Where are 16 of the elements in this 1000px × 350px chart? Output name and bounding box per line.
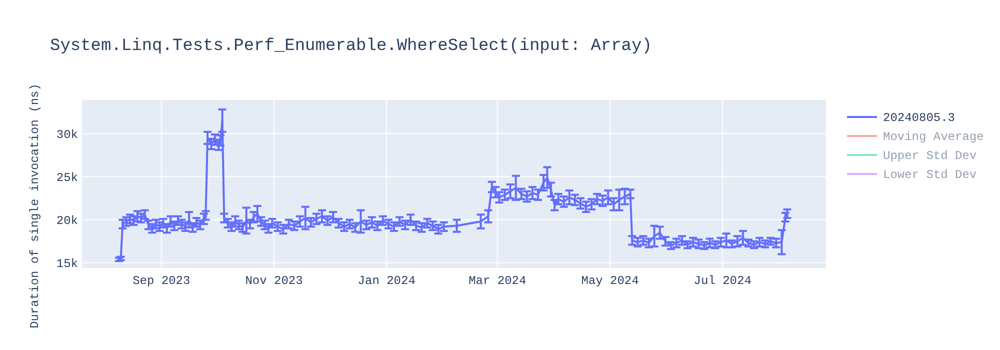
y-tick-label: 15k (56, 257, 78, 272)
y-axis-title: Duration of single invocation (ns) (28, 84, 42, 328)
chart-title: System.Linq.Tests.Perf_Enumerable.WhereSelect(input: Array) (50, 37, 652, 56)
legend-label: Upper Std Dev (883, 149, 977, 164)
x-tick-label: Sep 2023 (132, 274, 190, 288)
y-tick-label: 30k (56, 128, 78, 142)
x-tick-label: Mar 2024 (468, 274, 526, 288)
y-tick-label: 25k (56, 170, 78, 185)
legend-label: 20240805.3 (883, 111, 956, 126)
x-tick-label: Jul 2024 (694, 274, 752, 288)
x-tick-label: Nov 2023 (245, 274, 303, 288)
y-tick-label: 20k (56, 214, 78, 228)
legend-label: Moving Average (883, 130, 984, 144)
x-tick-label: Jan 2024 (358, 274, 416, 288)
legend-label: Lower Std Dev (883, 168, 977, 182)
x-tick-label: May 2024 (581, 274, 639, 288)
